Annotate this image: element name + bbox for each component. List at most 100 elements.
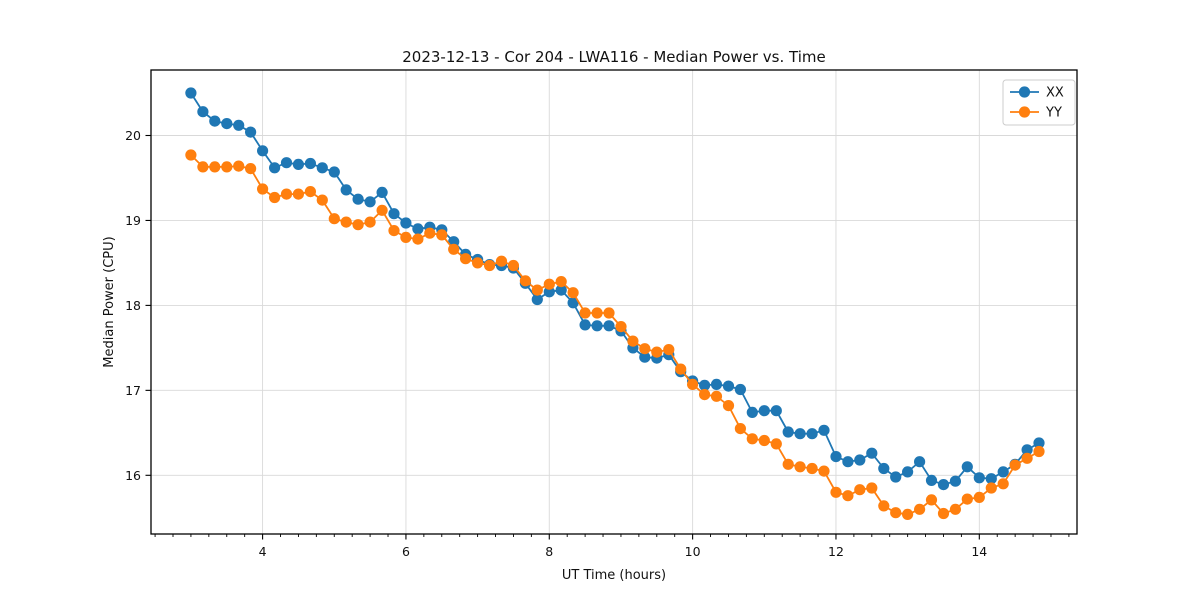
data-point-xx	[878, 462, 890, 475]
data-point-yy	[495, 255, 508, 267]
data-point-yy	[400, 231, 412, 243]
data-point-xx	[412, 223, 424, 235]
x-tick-label: 10	[685, 544, 701, 559]
data-point-xx	[591, 320, 603, 332]
data-point-yy	[388, 225, 400, 237]
data-point-yy	[531, 284, 543, 296]
data-point-yy	[1033, 445, 1045, 458]
legend-label: YY	[1045, 106, 1062, 121]
data-point-yy	[460, 253, 472, 265]
data-point-yy	[1009, 459, 1021, 471]
data-point-xx	[567, 297, 579, 309]
data-point-yy	[651, 346, 663, 358]
data-point-xx	[770, 405, 782, 417]
data-point-xx	[973, 472, 985, 484]
data-point-xx	[746, 406, 758, 418]
data-point-yy	[197, 161, 209, 173]
data-point-yy	[699, 389, 711, 401]
data-point-xx	[555, 284, 567, 296]
data-point-yy	[675, 363, 687, 375]
data-point-yy	[555, 276, 567, 288]
data-point-yy	[758, 434, 770, 447]
data-point-xx	[328, 166, 340, 178]
y-tick-label: 20	[125, 128, 141, 143]
data-point-xx	[961, 461, 973, 473]
data-point-yy	[627, 335, 639, 347]
legend: XX YY	[1002, 79, 1076, 126]
data-point-yy	[806, 462, 818, 475]
data-point-yy	[985, 482, 997, 494]
data-point-xx	[722, 380, 735, 392]
data-point-xx	[854, 454, 866, 466]
legend-box	[1002, 79, 1076, 126]
data-point-xx	[603, 320, 615, 332]
data-point-xx	[531, 293, 543, 306]
data-point-xx	[292, 158, 304, 170]
data-point-yy	[914, 503, 926, 515]
data-point-yy	[854, 484, 866, 496]
data-point-xx	[699, 379, 711, 391]
y-tick-label: 18	[125, 298, 141, 313]
data-point-xx	[185, 87, 197, 99]
data-point-xx	[734, 383, 747, 396]
data-point-yy	[973, 491, 985, 503]
grid-layer	[151, 70, 1077, 534]
data-point-yy	[866, 482, 878, 494]
data-point-xx	[197, 106, 209, 118]
series-line-yy	[190, 154, 1040, 516]
data-point-yy	[507, 259, 519, 272]
data-point-xx	[818, 424, 830, 436]
chart-title: 2023-12-13 - Cor 204 - LWA116 - Median P…	[402, 48, 826, 66]
data-point-yy	[591, 307, 603, 319]
data-point-xx	[997, 466, 1009, 478]
data-point-xx	[269, 162, 281, 174]
data-point-yy	[1021, 452, 1033, 464]
data-point-xx	[925, 474, 938, 486]
data-point-xx	[316, 162, 328, 174]
data-point-yy	[710, 390, 723, 402]
data-series-layer	[185, 87, 1045, 520]
data-point-yy	[734, 423, 747, 435]
x-tick-label: 12	[828, 544, 844, 559]
data-point-yy	[376, 204, 388, 216]
data-point-yy	[304, 186, 316, 198]
data-point-yy	[519, 275, 532, 287]
data-point-xx	[985, 473, 997, 485]
x-tick-label: 6	[402, 544, 410, 559]
data-point-yy	[902, 508, 914, 520]
data-point-xx	[937, 479, 950, 491]
data-point-yy	[269, 191, 281, 204]
x-tick-label: 14	[971, 544, 987, 559]
data-point-xx	[639, 351, 651, 363]
data-point-xx	[364, 196, 376, 208]
data-point-yy	[448, 243, 460, 255]
data-point-xx	[949, 475, 962, 487]
data-point-xx	[352, 193, 364, 205]
series-line-xx	[190, 92, 1040, 486]
data-point-xx	[257, 145, 269, 157]
data-point-yy	[782, 458, 794, 470]
data-point-xx	[890, 471, 902, 483]
data-point-yy	[245, 163, 257, 175]
legend-label: XX	[1046, 86, 1064, 101]
data-point-yy	[185, 149, 197, 161]
data-point-xx	[245, 126, 257, 138]
x-tick-label: 4	[259, 544, 267, 559]
data-point-yy	[257, 183, 269, 195]
data-point-xx	[388, 208, 400, 220]
data-point-xx	[340, 184, 352, 196]
x-tick-label: 8	[545, 544, 553, 559]
data-point-yy	[316, 194, 328, 206]
data-point-yy	[615, 321, 627, 333]
data-point-yy	[543, 278, 555, 290]
data-point-yy	[209, 161, 221, 173]
data-point-xx	[280, 157, 293, 169]
data-point-yy	[233, 160, 245, 172]
data-point-yy	[722, 400, 735, 412]
data-point-yy	[639, 343, 651, 355]
data-point-xx	[221, 118, 233, 130]
data-point-yy	[687, 378, 699, 390]
data-point-xx	[902, 466, 914, 478]
data-point-xx	[233, 119, 245, 131]
